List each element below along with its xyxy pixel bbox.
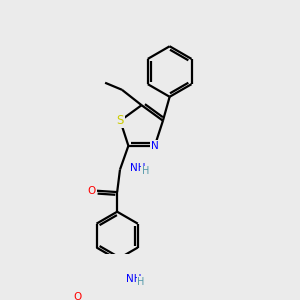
Text: H: H [137,277,145,287]
Text: NH: NH [130,163,145,173]
Text: S: S [116,114,124,127]
Text: O: O [88,186,96,196]
Text: O: O [73,292,81,300]
Text: NH: NH [126,274,141,284]
Text: H: H [142,166,149,176]
Text: N: N [151,141,159,151]
